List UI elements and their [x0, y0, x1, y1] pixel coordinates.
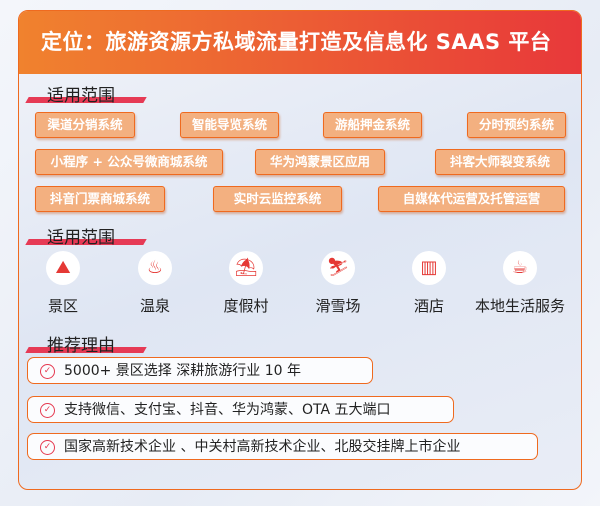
reason-item: ✓ 支持微信、支付宝、抖音、华为鸿蒙、OTA 五大端口 [27, 396, 454, 423]
section-title-scope: 适用范围 [25, 81, 147, 106]
industry-label: 度假村 [223, 297, 269, 315]
tag: 小程序 + 公众号微商城系统 [35, 149, 223, 175]
check-circle-icon: ✓ [40, 364, 55, 379]
page-title: 定位：旅游资源方私域流量打造及信息化 SAAS 平台 [19, 11, 581, 74]
coffee-cup-icon: ☕ [503, 251, 537, 285]
mountain-icon: ⛰ [46, 251, 80, 285]
tag: 游船押金系统 [323, 112, 422, 138]
industry-label: 滑雪场 [315, 297, 361, 315]
tag: 智能导览系统 [180, 112, 279, 138]
industry-label: 本地生活服务 [474, 297, 565, 315]
tag: 抖客大师裂变系统 [435, 149, 565, 175]
section-title-industries: 适用范围 [25, 223, 147, 248]
industry-label: 温泉 [139, 297, 170, 315]
industry-label: 酒店 [413, 297, 444, 315]
tag: 自媒体代运营及托管运营 [378, 186, 565, 212]
section-title-reasons: 推荐理由 [25, 331, 147, 356]
skier-icon: ⛷ [321, 251, 355, 285]
tag: 渠道分销系统 [35, 112, 135, 138]
hot-spring-icon: ♨ [138, 251, 172, 285]
tag: 抖音门票商城系统 [35, 186, 165, 212]
tag: 实时云监控系统 [213, 186, 342, 212]
beach-umbrella-icon: ⛱ [229, 251, 263, 285]
reason-item: ✓ 5000+ 景区选择 深耕旅游行业 10 年 [27, 357, 373, 384]
reason-item: ✓ 国家高新技术企业 、中关村高新技术企业、北股交挂牌上市企业 [27, 433, 538, 460]
check-circle-icon: ✓ [40, 403, 55, 418]
industry-label: 景区 [47, 297, 78, 315]
check-circle-icon: ✓ [40, 440, 55, 455]
platform-card: 定位：旅游资源方私域流量打造及信息化 SAAS 平台 适用范围 渠道分销系统 智… [18, 10, 582, 490]
hotel-building-icon: ▥ [412, 251, 446, 285]
tag: 华为鸿蒙景区应用 [255, 149, 385, 175]
tag: 分时预约系统 [467, 112, 566, 138]
